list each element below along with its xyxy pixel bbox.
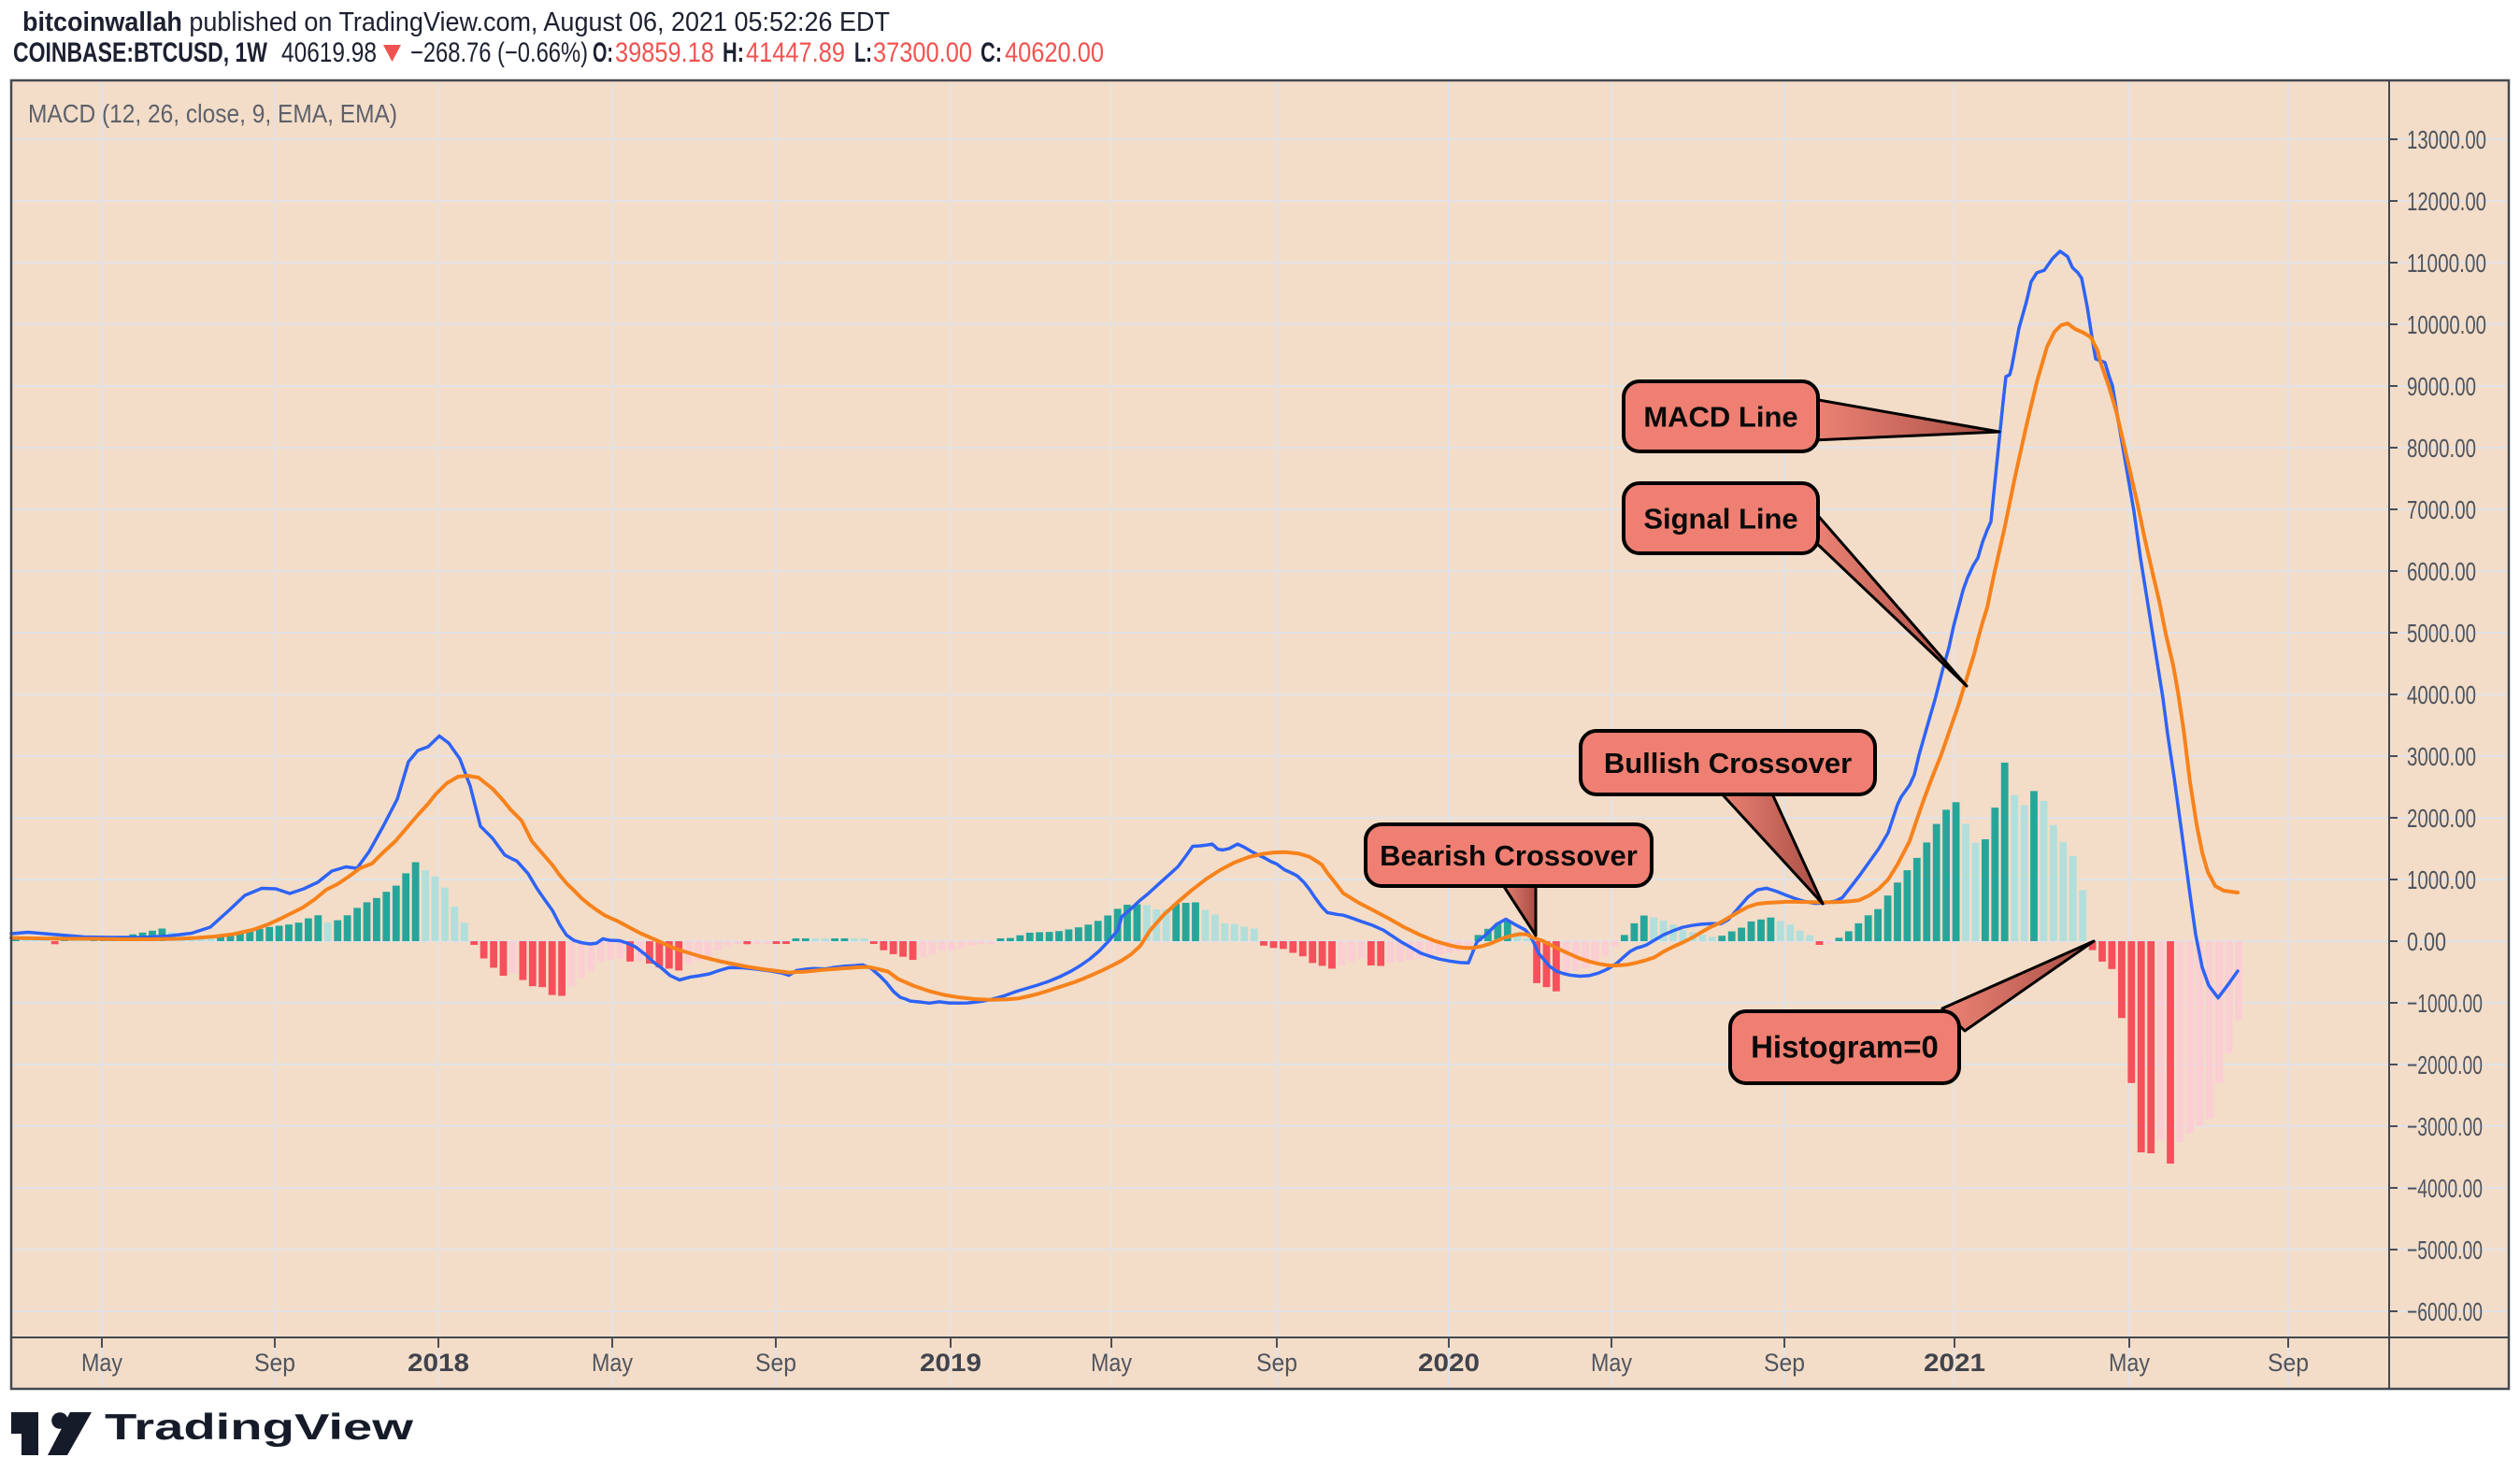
svg-text:41447.89: 41447.89 (746, 37, 845, 68)
svg-text:40620.00: 40620.00 (1005, 37, 1104, 68)
svg-text:8000.00: 8000.00 (2407, 434, 2476, 463)
svg-text:May: May (1591, 1349, 1632, 1377)
svg-text:May: May (2109, 1349, 2150, 1377)
svg-text:C:: C: (981, 37, 1002, 68)
svg-text:Sep: Sep (2268, 1349, 2309, 1377)
svg-text:H:: H: (723, 37, 744, 68)
svg-text:−5000.00: −5000.00 (2407, 1236, 2483, 1265)
svg-text:2020: 2020 (1418, 1349, 1480, 1377)
svg-text:1000.00: 1000.00 (2407, 865, 2476, 894)
svg-text:−268.76 (−0.66%): −268.76 (−0.66%) (410, 37, 588, 68)
svg-text:Signal Line: Signal Line (1643, 503, 1797, 536)
svg-text:2019: 2019 (920, 1349, 981, 1377)
svg-text:Sep: Sep (254, 1349, 295, 1377)
svg-text:3000.00: 3000.00 (2407, 742, 2476, 771)
svg-text:May: May (1091, 1349, 1132, 1377)
svg-text:Bullish Crossover: Bullish Crossover (1604, 747, 1852, 779)
svg-text:−4000.00: −4000.00 (2407, 1174, 2483, 1203)
svg-text:37300.00: 37300.00 (873, 37, 972, 68)
svg-text:6000.00: 6000.00 (2407, 557, 2476, 586)
svg-text:2000.00: 2000.00 (2407, 804, 2476, 833)
svg-text:40619.98: 40619.98 (281, 37, 377, 68)
svg-text:13000.00: 13000.00 (2407, 125, 2486, 154)
svg-text:0.00: 0.00 (2407, 927, 2446, 956)
svg-text:4000.00: 4000.00 (2407, 680, 2476, 709)
svg-text:9000.00: 9000.00 (2407, 372, 2476, 401)
svg-text:May: May (81, 1349, 122, 1377)
svg-text:Sep: Sep (1256, 1349, 1297, 1377)
svg-text:12000.00: 12000.00 (2407, 187, 2486, 216)
svg-text:Sep: Sep (755, 1349, 796, 1377)
svg-text:L:: L: (854, 37, 872, 68)
svg-text:−2000.00: −2000.00 (2407, 1051, 2483, 1079)
svg-text:39859.18: 39859.18 (615, 37, 714, 68)
svg-text:2021: 2021 (1924, 1349, 1985, 1377)
svg-text:7000.00: 7000.00 (2407, 495, 2476, 524)
svg-text:−6000.00: −6000.00 (2407, 1297, 2483, 1326)
svg-text:bitcoinwallah published on Tra: bitcoinwallah published on TradingView.c… (22, 7, 890, 37)
svg-text:O:: O: (593, 37, 613, 68)
svg-text:11000.00: 11000.00 (2407, 249, 2486, 278)
svg-text:COINBASE:BTCUSD, 1W: COINBASE:BTCUSD, 1W (13, 37, 267, 68)
svg-text:MACD Line: MACD Line (1643, 401, 1797, 434)
svg-text:Histogram=0: Histogram=0 (1751, 1030, 1939, 1065)
svg-text:10000.00: 10000.00 (2407, 310, 2486, 339)
svg-text:MACD (12, 26, close, 9, EMA, E: MACD (12, 26, close, 9, EMA, EMA) (28, 99, 397, 128)
svg-text:Sep: Sep (1764, 1349, 1805, 1377)
svg-text:2018: 2018 (408, 1349, 469, 1377)
svg-text:TradingView: TradingView (105, 1408, 414, 1448)
svg-text:May: May (592, 1349, 633, 1377)
svg-text:Bearish Crossover: Bearish Crossover (1380, 839, 1638, 872)
svg-text:−3000.00: −3000.00 (2407, 1112, 2483, 1141)
svg-text:5000.00: 5000.00 (2407, 619, 2476, 648)
svg-text:−1000.00: −1000.00 (2407, 989, 2483, 1018)
